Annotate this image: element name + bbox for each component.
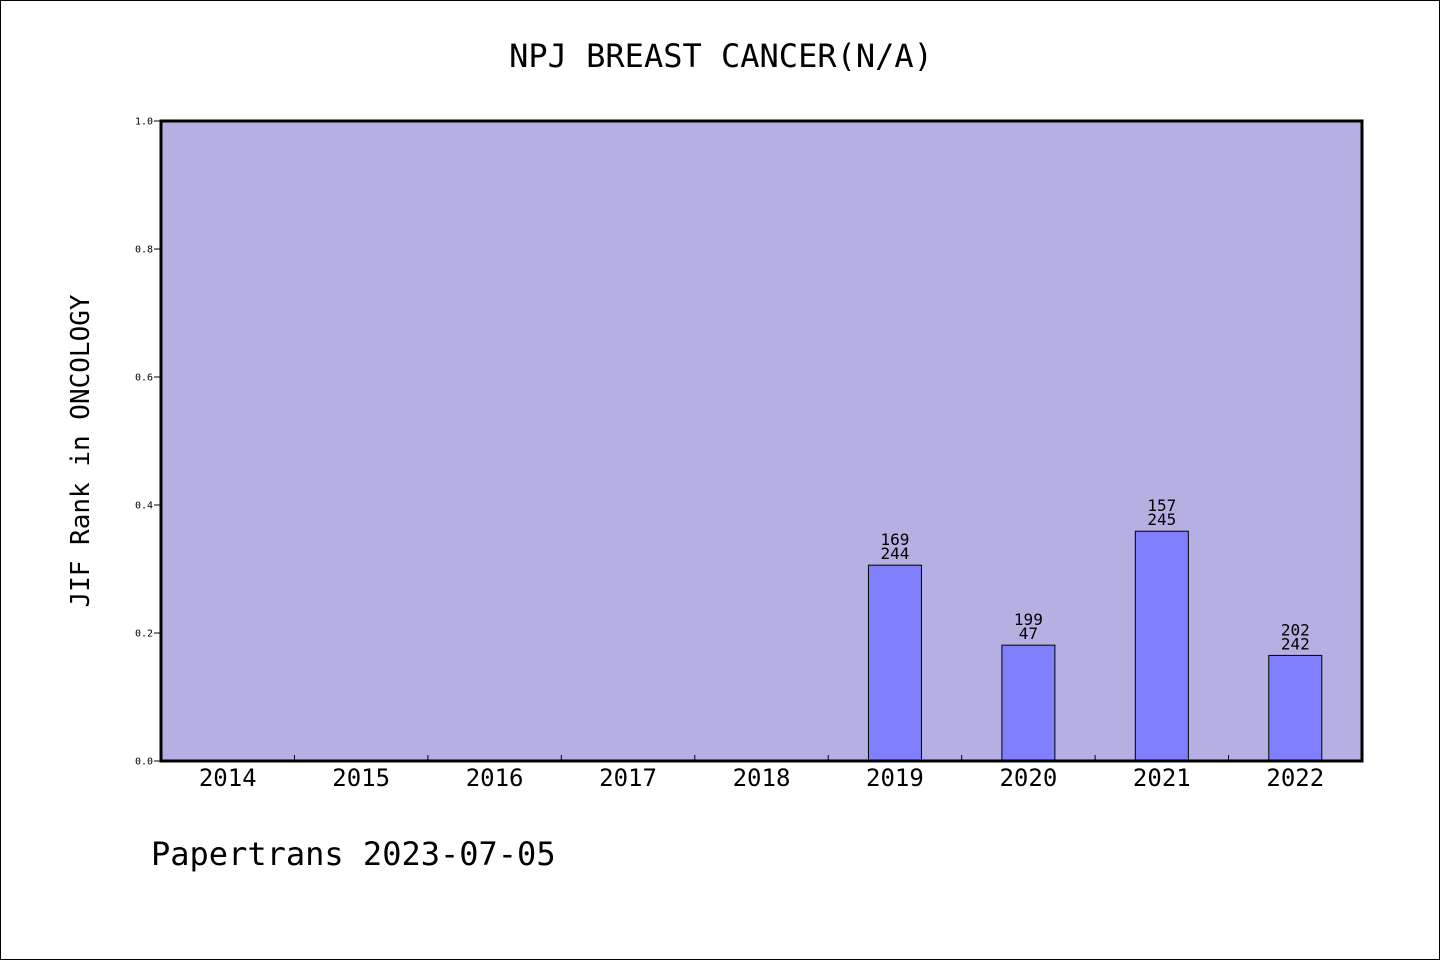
bar-label-lower: 242 bbox=[1281, 634, 1310, 653]
footer-text: Papertrans 2023-07-05 bbox=[151, 835, 556, 873]
x-tick-label: 2015 bbox=[332, 764, 390, 792]
bar-label-upper: 199 bbox=[1014, 610, 1043, 629]
x-tick-label: 2021 bbox=[1133, 764, 1191, 792]
bar-label-upper: 202 bbox=[1281, 620, 1310, 639]
bar-label-lower: 244 bbox=[880, 544, 909, 563]
bar bbox=[1001, 644, 1056, 762]
y-tick-label: 0.6 bbox=[135, 373, 153, 384]
bar bbox=[1268, 654, 1323, 762]
x-tick-label: 2016 bbox=[466, 764, 524, 792]
y-tick-label: 0.0 bbox=[135, 757, 153, 768]
y-tick-label: 0.4 bbox=[135, 501, 153, 512]
bar-label-lower: 47 bbox=[1019, 624, 1038, 643]
y-tick-label: 0.2 bbox=[135, 629, 153, 640]
y-tick-label: 1.0 bbox=[135, 117, 153, 128]
x-tick-label: 2022 bbox=[1266, 764, 1324, 792]
bar bbox=[867, 564, 922, 762]
x-tick-label: 2017 bbox=[599, 764, 657, 792]
x-tick-label: 2018 bbox=[733, 764, 791, 792]
x-tick-label: 2020 bbox=[999, 764, 1057, 792]
bar-label-lower: 245 bbox=[1147, 510, 1176, 529]
bar-label-upper: 169 bbox=[880, 530, 909, 549]
y-tick-label: 0.8 bbox=[135, 245, 153, 256]
ticks-layer: 0.0 0.2 0.4 0.6 0.8 1.0 2014 2015 2016 2017 2018 20… bbox=[135, 117, 1324, 793]
chart-title: NPJ BREAST CANCER(N/A) bbox=[509, 37, 933, 75]
bar-label-upper: 157 bbox=[1147, 496, 1176, 515]
x-tick-label: 2014 bbox=[199, 764, 257, 792]
plot-frame bbox=[159, 119, 1364, 763]
x-tick-label: 2019 bbox=[866, 764, 924, 792]
bar bbox=[1134, 530, 1189, 762]
